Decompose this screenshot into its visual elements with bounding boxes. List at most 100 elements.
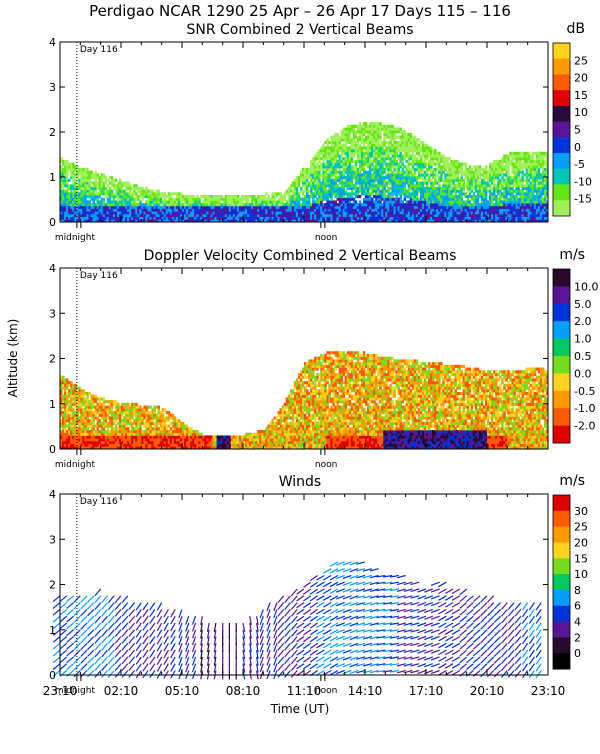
data-cell — [66, 176, 68, 179]
data-cell — [391, 125, 393, 128]
data-cell — [369, 171, 371, 174]
data-cell — [355, 133, 357, 136]
data-cell — [139, 200, 141, 203]
data-cell — [351, 190, 353, 193]
colorbar-swatch — [553, 59, 570, 75]
y-tick-label: 4 — [49, 36, 56, 49]
data-cell — [398, 168, 400, 171]
data-cell — [393, 138, 395, 141]
midnight-label: midnight — [55, 233, 96, 243]
data-cell — [64, 389, 66, 392]
data-cell — [471, 168, 473, 171]
data-cell — [404, 187, 406, 190]
data-cell — [263, 195, 265, 198]
data-cell — [408, 152, 410, 155]
data-cell — [528, 179, 530, 182]
data-cell — [345, 190, 347, 193]
data-cell — [369, 195, 371, 198]
data-cell — [219, 200, 221, 203]
data-cell — [119, 179, 121, 182]
data-cell — [507, 173, 509, 176]
data-cell — [402, 160, 404, 163]
colorbar-tick-label: 10 — [574, 106, 588, 119]
data-cell — [361, 136, 363, 139]
data-cell — [452, 182, 454, 185]
data-cell — [318, 179, 320, 182]
data-cell — [349, 163, 351, 166]
colorbar-swatch — [553, 90, 570, 106]
data-cell — [522, 171, 524, 174]
data-cell — [528, 152, 530, 155]
data-cell — [72, 408, 74, 411]
data-cell — [487, 182, 489, 185]
data-cell — [198, 200, 200, 203]
data-cell — [343, 195, 345, 198]
data-cell — [499, 190, 501, 193]
data-cell — [318, 155, 320, 158]
data-cell — [444, 168, 446, 171]
data-cell — [361, 149, 363, 152]
data-cell — [339, 168, 341, 171]
data-cell — [505, 195, 507, 198]
data-cell — [105, 182, 107, 185]
data-cell — [379, 138, 381, 141]
data-cell — [471, 190, 473, 193]
data-cell — [507, 171, 509, 174]
colorbar-swatch — [553, 106, 570, 122]
data-cell — [383, 171, 385, 174]
data-cell — [324, 171, 326, 174]
colorbar-tick-label: 20 — [574, 72, 588, 85]
data-cell — [412, 152, 414, 155]
data-cell — [70, 406, 72, 409]
data-cell — [408, 160, 410, 163]
data-cell — [365, 122, 367, 125]
data-cell — [391, 195, 393, 198]
data-cell — [477, 198, 479, 201]
data-cell — [326, 198, 328, 201]
data-cell — [97, 173, 99, 176]
data-cell — [495, 195, 497, 198]
data-cell — [434, 171, 436, 174]
data-cell — [345, 144, 347, 147]
data-cell — [404, 130, 406, 133]
data-cell — [103, 198, 105, 201]
panel-title: SNR Combined 2 Vertical Beams — [186, 22, 413, 38]
data-cell — [511, 160, 513, 163]
data-cell — [396, 152, 398, 155]
data-cell — [442, 171, 444, 174]
data-cell — [485, 165, 487, 168]
colorbar-tick-label: -15 — [574, 193, 592, 206]
day-label: Day 116 — [80, 45, 118, 55]
data-cell — [88, 200, 90, 203]
data-cell — [131, 195, 133, 198]
data-cell — [426, 184, 428, 187]
data-cell — [412, 182, 414, 185]
data-cell — [432, 184, 434, 187]
data-cell — [351, 195, 353, 198]
data-cell — [414, 171, 416, 174]
data-cell — [105, 176, 107, 179]
data-cell — [544, 198, 546, 201]
data-cell — [511, 187, 513, 190]
data-cell — [438, 163, 440, 166]
data-cell — [247, 198, 249, 201]
colorbar-tick-label: -5 — [574, 158, 585, 171]
data-cell — [318, 160, 320, 163]
data-cell — [491, 200, 493, 203]
data-cell — [440, 173, 442, 176]
data-cell — [465, 192, 467, 195]
data-cell — [343, 187, 345, 190]
data-cell — [298, 200, 300, 203]
data-cell — [532, 157, 534, 160]
data-cell — [133, 190, 135, 193]
data-layer — [60, 122, 548, 222]
data-cell — [127, 182, 129, 185]
data-cell — [359, 200, 361, 203]
data-cell — [424, 165, 426, 168]
data-cell — [70, 381, 72, 384]
data-cell — [103, 200, 105, 203]
data-cell — [367, 190, 369, 193]
data-cell — [426, 157, 428, 160]
data-cell — [74, 182, 76, 185]
data-cell — [355, 200, 357, 203]
